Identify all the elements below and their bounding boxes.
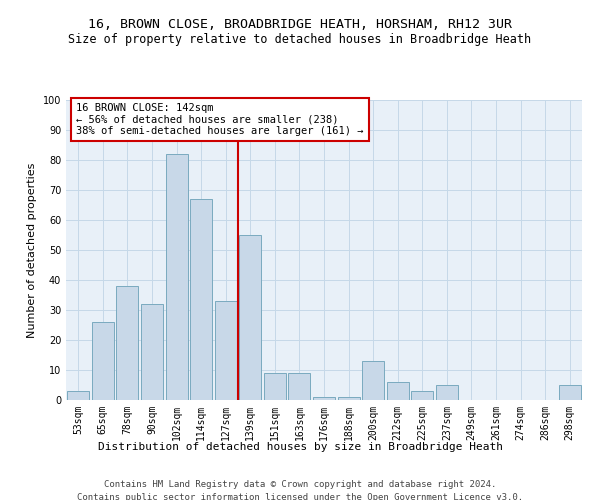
Bar: [386, 382, 409, 400]
Bar: [559, 385, 581, 400]
Text: 16, BROWN CLOSE, BROADBRIDGE HEATH, HORSHAM, RH12 3UR: 16, BROWN CLOSE, BROADBRIDGE HEATH, HORS…: [88, 18, 512, 30]
Bar: [215, 301, 237, 400]
Bar: [264, 373, 286, 400]
Text: Size of property relative to detached houses in Broadbridge Heath: Size of property relative to detached ho…: [68, 32, 532, 46]
Bar: [141, 304, 163, 400]
Text: Contains public sector information licensed under the Open Government Licence v3: Contains public sector information licen…: [77, 492, 523, 500]
Bar: [338, 397, 359, 400]
Bar: [116, 286, 139, 400]
Bar: [190, 199, 212, 400]
Bar: [67, 391, 89, 400]
Bar: [313, 397, 335, 400]
Bar: [436, 385, 458, 400]
Text: 16 BROWN CLOSE: 142sqm
← 56% of detached houses are smaller (238)
38% of semi-de: 16 BROWN CLOSE: 142sqm ← 56% of detached…: [76, 103, 364, 136]
Bar: [411, 391, 433, 400]
Bar: [362, 361, 384, 400]
Text: Distribution of detached houses by size in Broadbridge Heath: Distribution of detached houses by size …: [97, 442, 503, 452]
Y-axis label: Number of detached properties: Number of detached properties: [27, 162, 37, 338]
Bar: [239, 235, 262, 400]
Bar: [289, 373, 310, 400]
Text: Contains HM Land Registry data © Crown copyright and database right 2024.: Contains HM Land Registry data © Crown c…: [104, 480, 496, 489]
Bar: [92, 322, 114, 400]
Bar: [166, 154, 188, 400]
